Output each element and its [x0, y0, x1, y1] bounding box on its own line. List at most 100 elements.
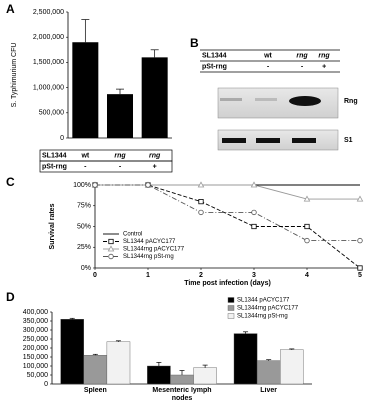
blot-rng	[217, 87, 339, 119]
y-axis-label: Survival rates	[49, 203, 56, 249]
legend-label: SL1344rng pSt-rng	[123, 254, 174, 260]
band-label: Rng	[344, 98, 358, 105]
x-tick-label: 1	[146, 272, 150, 279]
bar	[233, 333, 258, 385]
marker	[251, 223, 257, 230]
bar	[141, 57, 168, 138]
table-text: rng	[318, 52, 330, 59]
legend-swatch	[227, 297, 235, 303]
x-tick-label: Spleen	[83, 387, 107, 394]
y-tick-label: 350,000	[23, 318, 48, 325]
y-tick-label: 1,500,000	[33, 59, 64, 66]
bar	[256, 360, 281, 385]
y-tick-label: 500,000	[39, 110, 64, 117]
bar	[72, 42, 99, 138]
x-axis-label: Time post infection (days)	[184, 280, 271, 287]
y-tick-label: 0%	[81, 265, 91, 272]
y-tick-label: 100,000	[23, 363, 48, 370]
x-label-box: Mesenteric lymph nodes	[152, 387, 212, 402]
y-tick-label: 1,000,000	[33, 84, 64, 91]
y-axis-label: S. Typhimurium CFU	[11, 43, 18, 108]
y-tick-label: 100%	[73, 182, 91, 189]
band	[289, 96, 321, 106]
legend-label: Control	[123, 232, 142, 238]
bar	[280, 349, 304, 385]
marker	[107, 245, 115, 252]
marker	[304, 223, 310, 230]
y-tick-label: 75%	[77, 203, 91, 210]
series-line	[95, 184, 360, 242]
y-tick-label: 300,000	[23, 327, 48, 334]
x-label-box: Liver	[260, 387, 278, 394]
x-label-box: Spleen	[83, 387, 107, 394]
marker	[251, 209, 257, 216]
panel-label: B	[190, 36, 199, 50]
band	[256, 138, 280, 143]
table-text: pSt-rng	[42, 163, 67, 170]
band	[220, 98, 242, 101]
y-tick-label: 25%	[77, 244, 91, 251]
table-text: wt	[263, 52, 272, 59]
legend-label: SL1344rng pACYC177	[123, 247, 185, 253]
series-line	[95, 184, 360, 200]
bar	[147, 365, 171, 385]
marker	[198, 198, 204, 205]
marker	[145, 182, 151, 188]
legend-label: SL1344 pACYC177	[237, 298, 290, 304]
legend-label: SL1344rng pACYC177	[237, 306, 299, 312]
table-text: -	[301, 63, 304, 70]
table-text: rng	[149, 152, 161, 159]
marker	[197, 181, 205, 188]
bar	[83, 355, 108, 385]
y-tick-label: 250,000	[23, 336, 48, 343]
y-tick-label: 2,000,000	[33, 34, 64, 41]
legend-swatch	[227, 313, 235, 319]
table-text: rng	[114, 152, 126, 159]
table-text: wt	[80, 152, 89, 159]
y-tick-label: 50%	[77, 223, 91, 230]
table-cell	[39, 160, 173, 173]
table-text: +	[322, 63, 326, 70]
table-text: pSt-rng	[202, 63, 227, 70]
table-text: rng	[296, 52, 308, 59]
panel-label: C	[6, 175, 15, 189]
marker	[108, 253, 114, 260]
x-tick-label: 4	[305, 272, 309, 279]
y-tick-label: 150,000	[23, 354, 48, 361]
marker	[92, 182, 98, 188]
band	[222, 138, 246, 143]
y-tick-label: 0	[44, 381, 48, 388]
table-text: -	[119, 163, 122, 170]
bar	[107, 94, 133, 138]
marker	[304, 237, 310, 244]
y-tick-label: 200,000	[23, 345, 48, 352]
bar	[170, 374, 194, 385]
marker	[357, 265, 363, 271]
marker	[356, 195, 364, 202]
marker	[303, 195, 311, 202]
panel-label: D	[6, 290, 15, 304]
marker	[108, 238, 114, 245]
y-tick-label: 50,000	[27, 372, 49, 379]
y-tick-label: 2,500,000	[33, 9, 64, 16]
legend-swatch	[227, 305, 235, 311]
x-tick-label: 5	[358, 272, 362, 279]
x-tick-label: Liver	[260, 387, 278, 394]
bar	[60, 319, 84, 385]
x-tick-label: Mesenteric lymph nodes	[152, 387, 212, 402]
x-tick-label: 3	[252, 272, 256, 279]
marker	[357, 237, 363, 244]
x-tick-label: 0	[93, 272, 97, 279]
x-tick-label: 2	[199, 272, 203, 279]
legend-label: SL1344rng pSt-rng	[237, 314, 288, 320]
band	[292, 138, 316, 143]
table-text: SL1344	[42, 152, 67, 159]
table-text: SL1344	[202, 52, 227, 59]
table-text: +	[153, 163, 157, 170]
band	[255, 98, 277, 101]
bar	[106, 341, 131, 385]
y-tick-label: 0	[60, 135, 64, 142]
panel-label: A	[6, 2, 15, 16]
marker	[198, 209, 204, 216]
